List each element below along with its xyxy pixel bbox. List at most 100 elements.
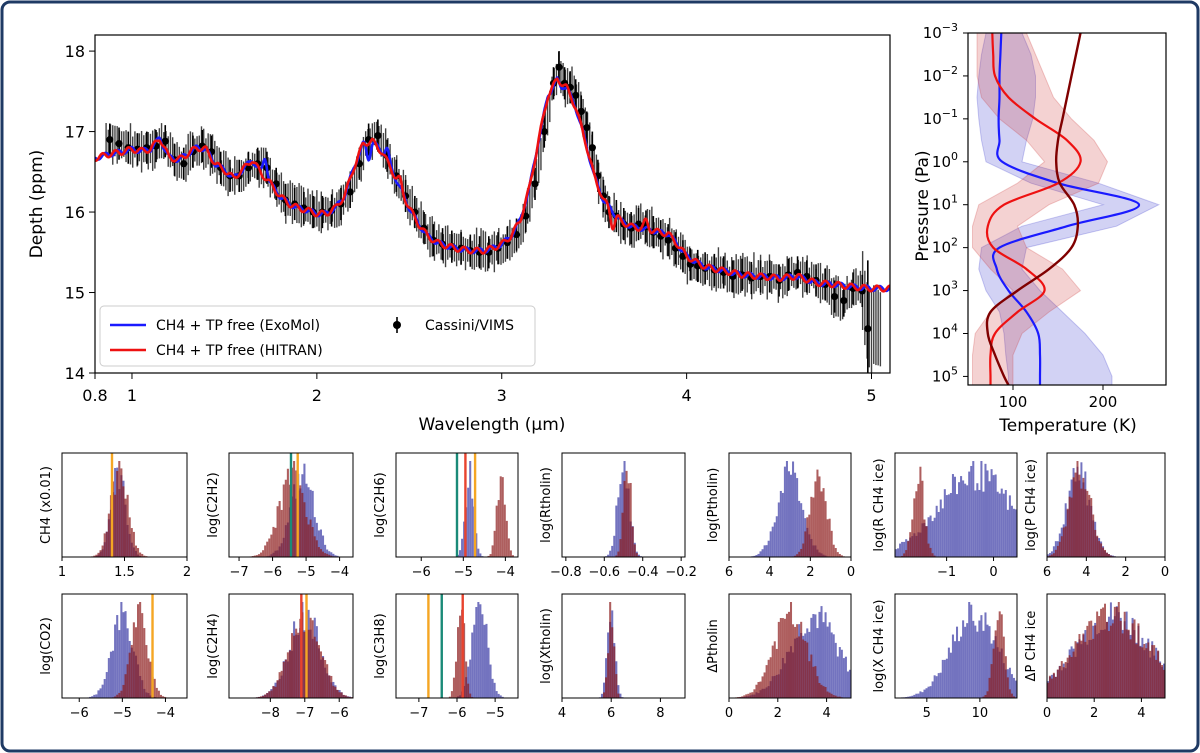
histogram-bar-blue	[479, 553, 482, 557]
histogram-bar-red	[1109, 555, 1112, 557]
histogram-bar-red	[1090, 620, 1093, 698]
histogram-bar-blue	[994, 474, 997, 557]
histogram-bar-red	[309, 519, 312, 557]
histogram-bar-red	[284, 479, 287, 557]
histogram-bar-red	[489, 554, 492, 557]
histogram-bar-blue	[949, 652, 952, 698]
histogram-bar-blue	[830, 632, 833, 698]
histogram-bar-red	[617, 693, 620, 698]
histogram-bar-red	[262, 695, 265, 698]
histogram-frame	[228, 452, 354, 558]
histogram-bar-red	[820, 491, 823, 557]
histogram-bar-red	[257, 696, 260, 698]
histogram-bar-red	[923, 519, 926, 557]
histogram-bar-blue	[824, 612, 827, 698]
histogram-bar-red	[99, 550, 102, 557]
histogram-bar-blue	[966, 485, 969, 557]
histogram-label: log(P CH4 ice)	[1024, 459, 1039, 551]
legend-swatch-obs-dot	[393, 321, 401, 329]
histogram-bar-red	[264, 694, 267, 698]
histogram-panel: −6 −5 −4 log(CO2)	[39, 593, 188, 721]
histogram-frame	[395, 452, 519, 558]
histogram-bar-red	[137, 604, 140, 698]
histogram-bar-red	[745, 694, 748, 698]
histogram-bar-red	[103, 533, 106, 557]
histogram-xtick-label: −6	[412, 565, 431, 580]
histogram-bar-red	[295, 470, 298, 557]
histogram-bar-red	[1048, 675, 1051, 698]
histogram-bar-red	[1000, 614, 1003, 698]
histogram-panel: −1 0 log(R CH4 ice)	[872, 452, 1018, 580]
histogram-bar-red	[493, 530, 496, 557]
histogram-bar-red	[998, 611, 1001, 698]
histogram-bar-blue	[637, 554, 640, 557]
legend-box	[99, 305, 536, 367]
histogram-bar-blue	[840, 649, 843, 698]
histogram-bar-red	[836, 552, 839, 557]
histogram-bar-red	[141, 553, 144, 557]
histogram-bar-red	[124, 674, 127, 698]
histogram-bar-red	[313, 636, 316, 698]
histogram-bar-blue	[958, 482, 961, 557]
histogram-bar-blue	[970, 465, 973, 557]
histogram-bar-blue	[1012, 677, 1015, 698]
histogram-bar-red	[769, 657, 772, 698]
histogram-bar-blue	[477, 548, 480, 557]
histogram-bar-red	[603, 692, 606, 698]
histogram-xtick-label: −5	[454, 565, 473, 580]
histogram-bar-red	[501, 477, 504, 557]
histogram-bar-blue	[607, 554, 610, 557]
legend-label-blue: CH4 + TP free (ExoMol)	[156, 318, 320, 334]
histogram-xtick-label: 6	[1043, 565, 1051, 580]
histogram-bar-blue	[317, 530, 320, 557]
histogram-bar-red	[134, 545, 137, 557]
histogram-bar-blue	[501, 696, 504, 698]
histogram-bar-red	[336, 689, 339, 698]
tp-ytick-label: 105	[932, 364, 958, 385]
histogram-bar-red	[1084, 641, 1087, 698]
histogram-bar-red	[1100, 608, 1103, 698]
histogram-bar-red	[124, 498, 127, 557]
histogram-bar-red	[311, 620, 314, 698]
histogram-bar-red	[141, 613, 144, 698]
tp-ytick-label: 10−1	[923, 107, 958, 128]
histogram-bar-blue	[846, 671, 849, 698]
histogram-bar-blue	[968, 602, 971, 698]
spectrum-ytick-label: 14	[65, 364, 85, 383]
histogram-bar-red	[307, 524, 310, 557]
histogram-bar-red	[1072, 477, 1075, 557]
histogram-bar-blue	[798, 500, 801, 557]
histogram-bar-red	[1074, 641, 1077, 698]
histogram-bar-red	[315, 641, 318, 698]
histogram-bar-red	[1104, 603, 1106, 698]
histogram-bar-blue	[925, 688, 928, 698]
histogram-bar-blue	[818, 611, 821, 698]
posterior-histograms: 1 1.5 2 CH4 (x0.01) −7 −6 −5 −4 log(C2H2) −6 −5 −4 l…	[39, 452, 1169, 721]
histogram-bar-blue	[114, 624, 117, 698]
histogram-bar-red	[609, 602, 612, 698]
histogram-bar-red	[334, 686, 337, 698]
histogram-bar-red	[824, 501, 827, 557]
histogram-bar-blue	[1000, 488, 1003, 557]
histogram-bar-red	[633, 544, 636, 557]
histogram-bar-red	[120, 690, 123, 698]
histogram-bar-red	[615, 674, 618, 698]
histogram-label: ΔP CH4 ice	[1024, 611, 1039, 682]
histogram-bar-red	[118, 461, 121, 557]
histogram-bar-blue	[836, 656, 839, 698]
histogram-bar-red	[324, 660, 327, 698]
obs-point	[577, 107, 585, 116]
histogram-bar-blue	[1004, 490, 1007, 557]
histogram-bar-blue	[118, 630, 121, 698]
histogram-xtick-label: −4	[496, 565, 515, 580]
histogram-bar-blue	[998, 493, 1001, 557]
histogram-bar-blue	[941, 508, 944, 557]
spectrum-xtick-label: 2	[312, 386, 322, 405]
histogram-bar-red	[344, 695, 347, 698]
obs-point	[161, 137, 169, 145]
histogram-bar-blue	[907, 696, 910, 698]
histogram-bar-red	[790, 602, 793, 698]
histogram-bar-red	[1052, 672, 1055, 698]
histogram-bar-red	[988, 677, 991, 698]
